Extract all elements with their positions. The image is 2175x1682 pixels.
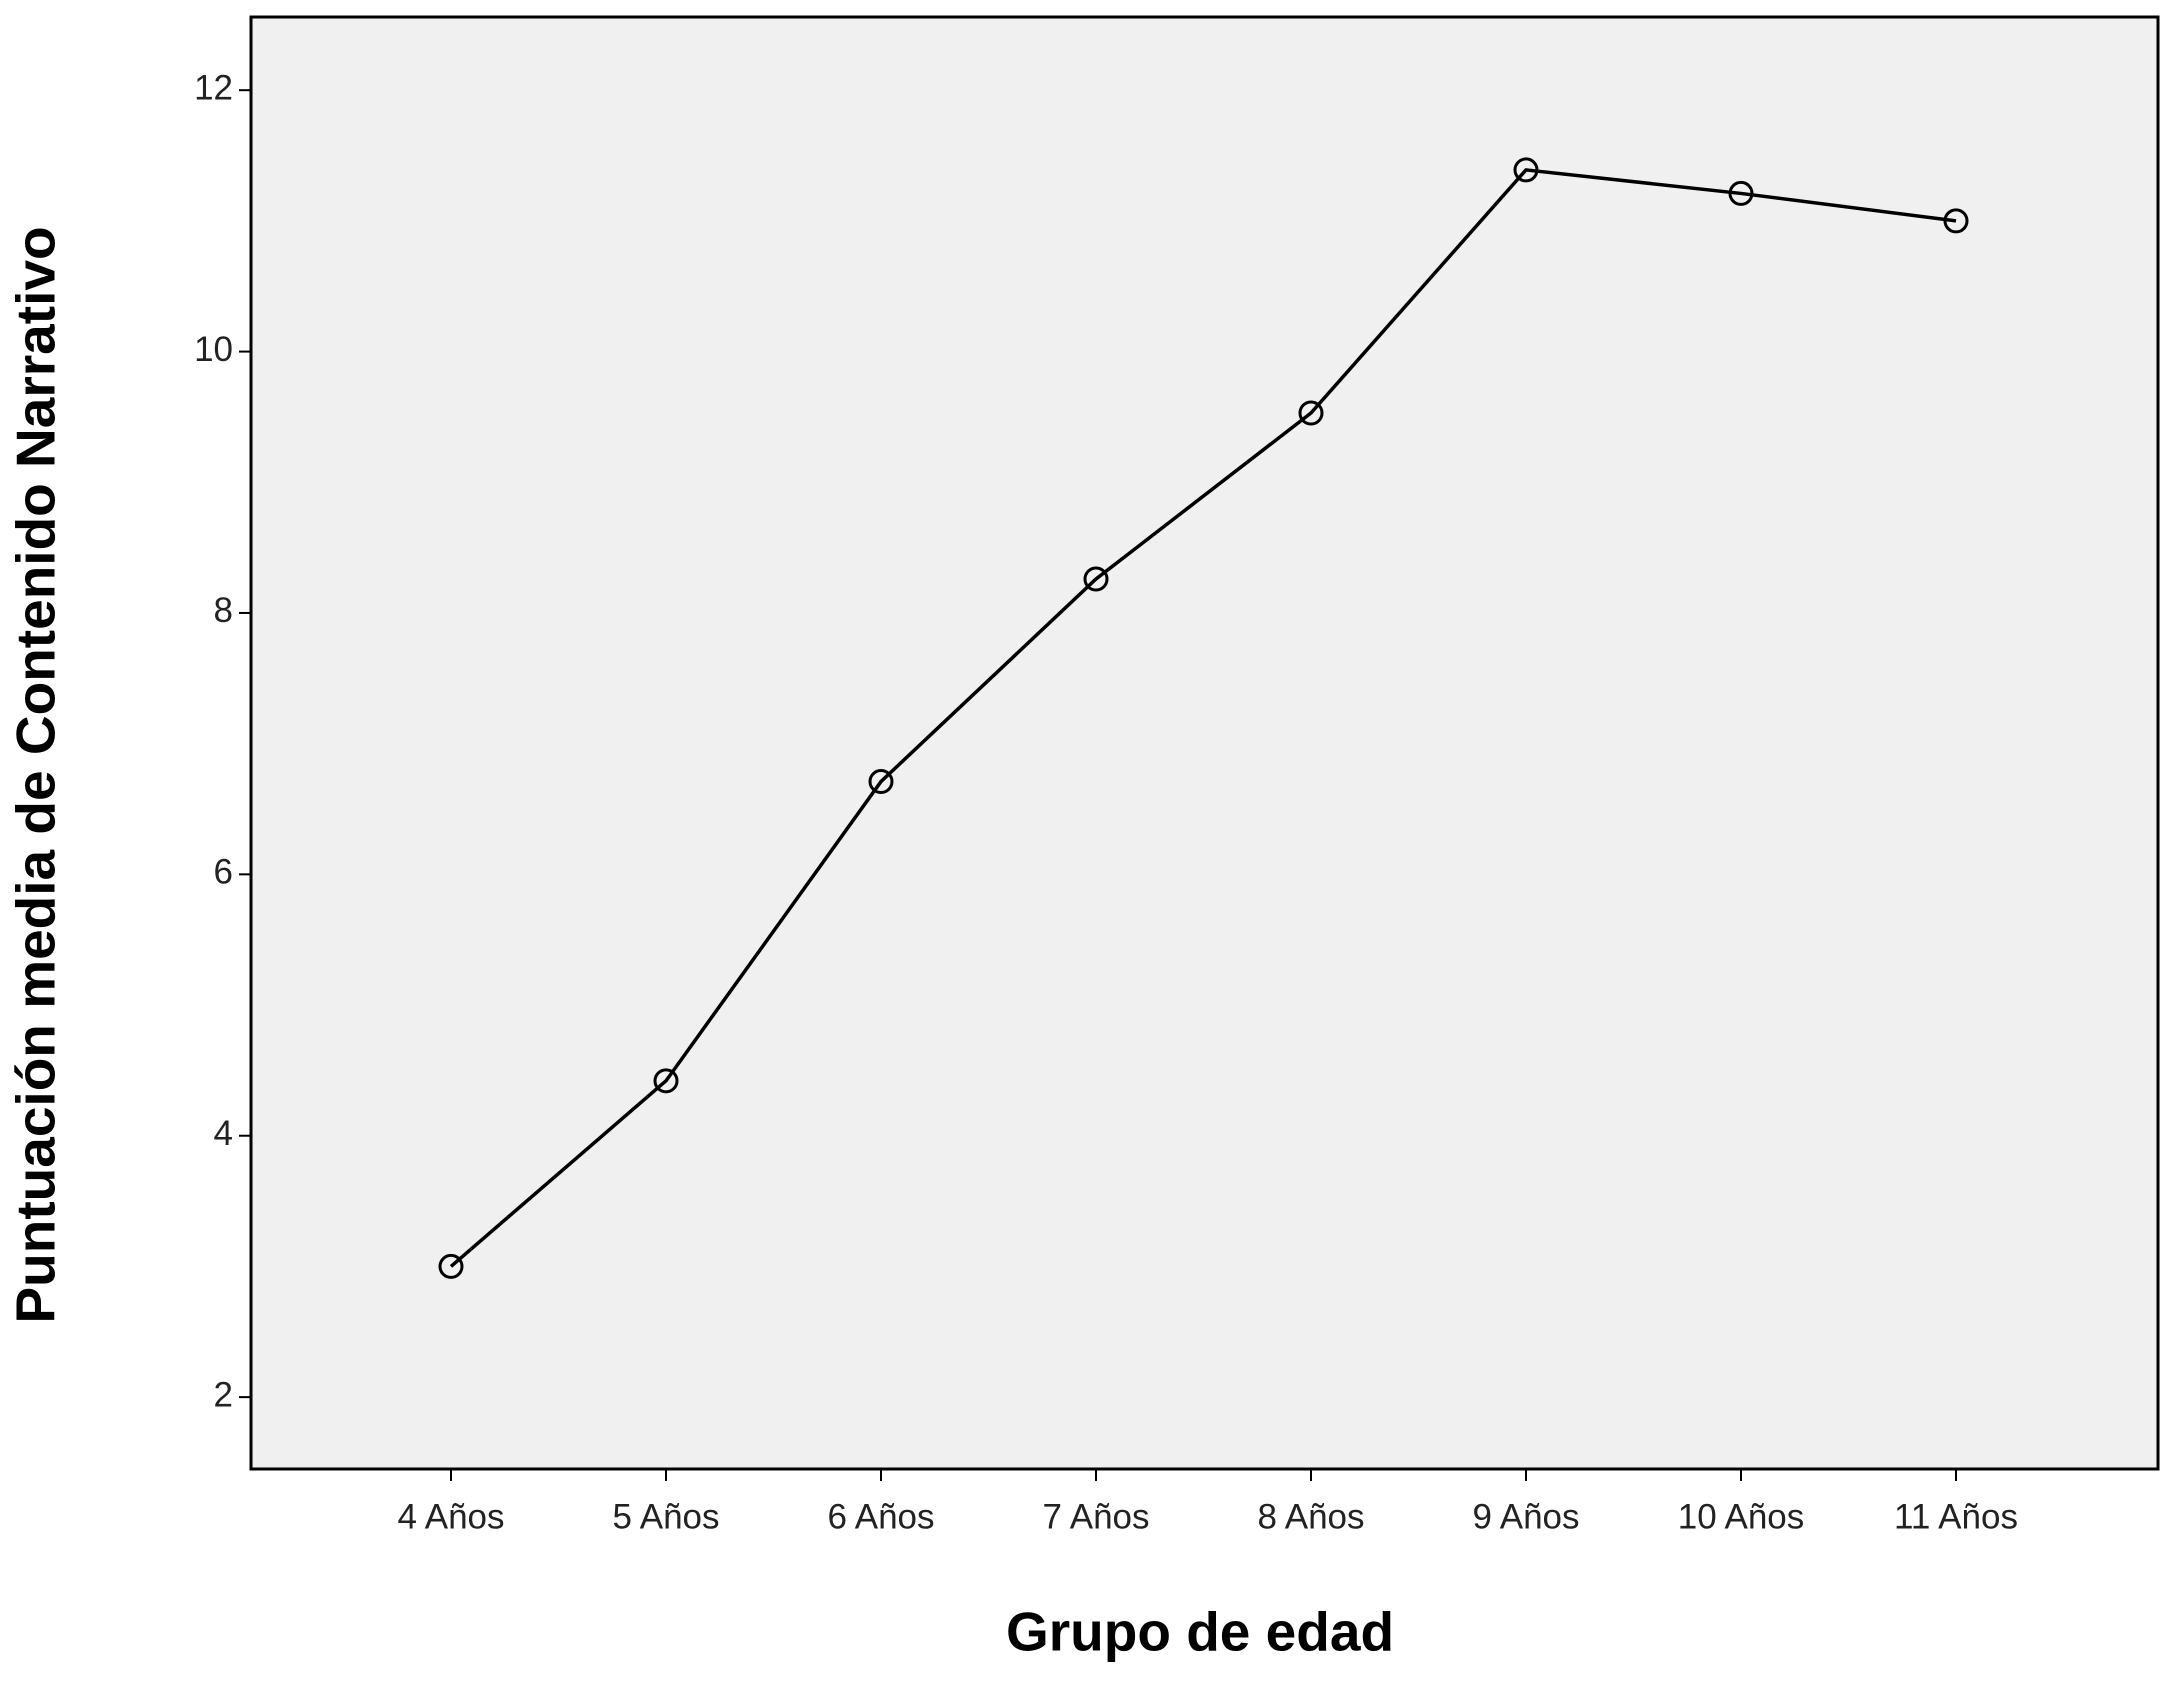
data-line <box>449 168 1957 1268</box>
data-point <box>868 769 894 795</box>
y-tick-label: 6 <box>214 853 233 892</box>
x-tick-label: 6 Años <box>827 1497 934 1536</box>
x-tick-label: 4 Años <box>397 1497 504 1536</box>
y-tick-label: 2 <box>214 1375 233 1414</box>
x-tick-label: 9 Años <box>1472 1497 1579 1536</box>
x-tick-label: 7 Años <box>1042 1497 1149 1536</box>
x-tick-label: 8 Años <box>1257 1497 1364 1536</box>
plot-area <box>249 15 2160 1471</box>
data-point <box>653 1068 679 1094</box>
data-point <box>1298 400 1324 426</box>
y-tick-label: 4 <box>214 1114 233 1153</box>
data-point <box>1943 208 1969 234</box>
data-point <box>1513 157 1539 183</box>
x-tick-label: 11 Años <box>1894 1497 2018 1536</box>
y-tick-label: 8 <box>214 591 233 630</box>
y-tick-label: 10 <box>194 330 233 369</box>
y-axis-title: Puntuación media de Contenido Narrativo <box>5 226 67 1323</box>
x-tick-label: 10 Años <box>1678 1497 1805 1536</box>
data-point <box>1083 566 1109 592</box>
data-point <box>1728 180 1754 206</box>
x-tick-label: 5 Años <box>612 1497 719 1536</box>
data-point <box>438 1253 464 1279</box>
y-tick-label: 12 <box>194 68 233 107</box>
x-axis-title: Grupo de edad <box>1006 1601 1394 1663</box>
